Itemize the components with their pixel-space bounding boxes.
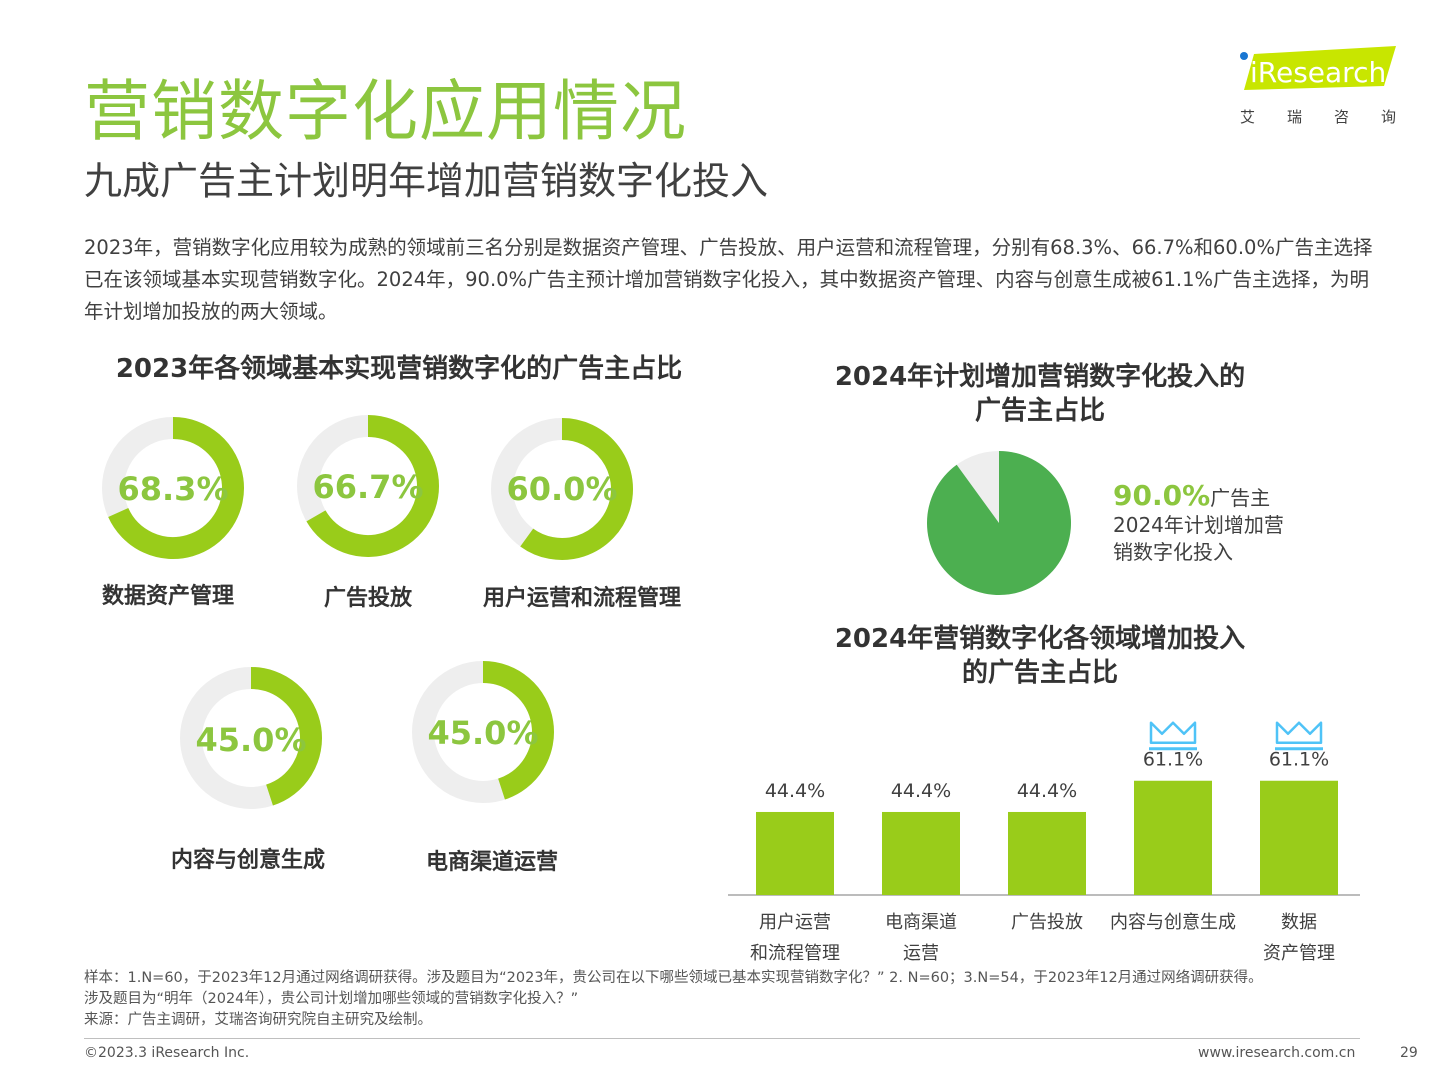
donut-chart: [297, 415, 439, 557]
donut-chart: [102, 417, 244, 559]
donut-arc: [250, 667, 322, 806]
donut-category: 电商渠道运营: [425, 850, 558, 875]
donut-value: 66.7%: [312, 468, 424, 506]
donut-arc: [108, 417, 244, 559]
logo-banner: iResearch: [1240, 46, 1396, 90]
pie-desc-line: 销数字化投入: [1113, 540, 1233, 564]
donut-value: 45.0%: [427, 714, 539, 752]
pie-section-title: 2024年计划增加营销数字化投入的 广告主占比: [800, 360, 1280, 428]
pie-title-line: 广告主占比: [974, 396, 1105, 426]
donut-chart: [412, 661, 554, 803]
crown-icon: [1275, 721, 1323, 751]
donut-arc: [482, 661, 554, 800]
donut-category: 广告投放: [323, 586, 412, 611]
x-tick-label: 电商渠道: [885, 912, 957, 933]
donut-category: 数据资产管理: [101, 584, 234, 609]
x-tick-label: 资产管理: [1263, 943, 1335, 964]
logo-char: 咨: [1334, 108, 1350, 126]
donut-category: 用户运营和流程管理: [482, 586, 681, 611]
crown-icon: [1149, 721, 1197, 751]
bar: [756, 811, 834, 895]
footnotes: 样本：1.N=60，于2023年12月通过网络调研获得。涉及题目为“2023年，…: [84, 968, 1384, 1031]
page-subtitle: 九成广告主计划明年增加营销数字化投入: [84, 159, 769, 203]
donut-arc: [306, 415, 439, 557]
donut-value: 68.3%: [117, 470, 229, 508]
bar-value-label: 61.1%: [1143, 749, 1203, 771]
bar: [1260, 780, 1338, 895]
logo-char: 询: [1381, 108, 1397, 126]
x-tick-label: 运营: [903, 943, 939, 964]
pie-desc-line: 2024年计划增加营: [1113, 513, 1284, 537]
bar-chart: 44.4% 用户运营和流程管理 44.4% 电商渠道运营 44.4% 广告投放 61.1% 内…: [728, 721, 1360, 964]
footnote-source: 来源：广告主调研，艾瑞咨询研究院自主研究及绘制。: [84, 1012, 432, 1028]
logo-char: 瑞: [1287, 108, 1303, 126]
donut-arc: [520, 418, 633, 560]
website-link: www.iresearch.com.cn: [1198, 1045, 1356, 1061]
pie-main-slice: [927, 451, 1071, 595]
page-title: 营销数字化应用情况: [84, 73, 687, 150]
pie-value-suffix: 广告主: [1210, 486, 1271, 510]
footer-divider: [84, 1038, 1360, 1039]
x-tick-label: 和流程管理: [750, 943, 840, 964]
pie-value: 90.0%: [1113, 479, 1211, 512]
donut-category: 内容与创意生成: [170, 848, 325, 873]
pie-annotation: 90.0%广告主 2024年计划增加营 销数字化投入: [1113, 482, 1284, 566]
x-tick-label: 内容与创意生成: [1110, 912, 1236, 933]
pie-title-line: 2024年计划增加营销数字化投入的: [834, 362, 1246, 392]
bar-value-label: 44.4%: [765, 780, 825, 802]
x-tick-label: 用户运营: [759, 912, 831, 933]
page-number: 29: [1400, 1045, 1418, 1061]
x-tick-label: 数据: [1281, 912, 1317, 933]
summary-paragraph: 2023年，营销数字化应用较为成熟的领域前三名分别是数据资产管理、广告投放、用户…: [84, 236, 1373, 323]
bar: [1008, 811, 1086, 895]
footnote-sample: 样本：1.N=60，于2023年12月通过网络调研获得。涉及题目为“2023年，…: [84, 970, 1263, 986]
footnote-question: 涉及题目为“明年（2024年），贵公司计划增加哪些领域的营销数字化投入？”: [84, 991, 579, 1007]
bar: [1134, 780, 1212, 895]
iresearch-logo: iResearch 艾 瑞 咨 询: [1236, 46, 1406, 130]
pie-chart: [927, 451, 1071, 595]
donut-chart: [491, 418, 633, 560]
bar-value-label: 61.1%: [1269, 749, 1329, 771]
bar-value-label: 44.4%: [891, 780, 951, 802]
logo-text: iResearch: [1250, 56, 1386, 89]
donut-value: 60.0%: [506, 470, 618, 508]
x-tick-label: 广告投放: [1011, 912, 1083, 933]
bar-title-line: 2024年营销数字化各领域增加投入: [834, 624, 1246, 654]
donut-chart: [180, 667, 322, 809]
bar-section-title: 2024年营销数字化各领域增加投入 的广告主占比: [800, 622, 1280, 690]
donut-section-title: 2023年各领域基本实现营销数字化的广告主占比: [115, 354, 683, 384]
bar: [882, 811, 960, 895]
donut-value: 45.0%: [195, 721, 307, 759]
bar-value-label: 44.4%: [1017, 780, 1077, 802]
logo-char: 艾: [1240, 108, 1256, 126]
copyright: ©2023.3 iResearch Inc.: [84, 1045, 250, 1061]
bar-title-line: 的广告主占比: [961, 658, 1118, 688]
